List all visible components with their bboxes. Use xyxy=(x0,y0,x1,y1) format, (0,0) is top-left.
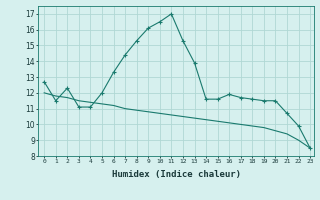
X-axis label: Humidex (Indice chaleur): Humidex (Indice chaleur) xyxy=(111,170,241,179)
